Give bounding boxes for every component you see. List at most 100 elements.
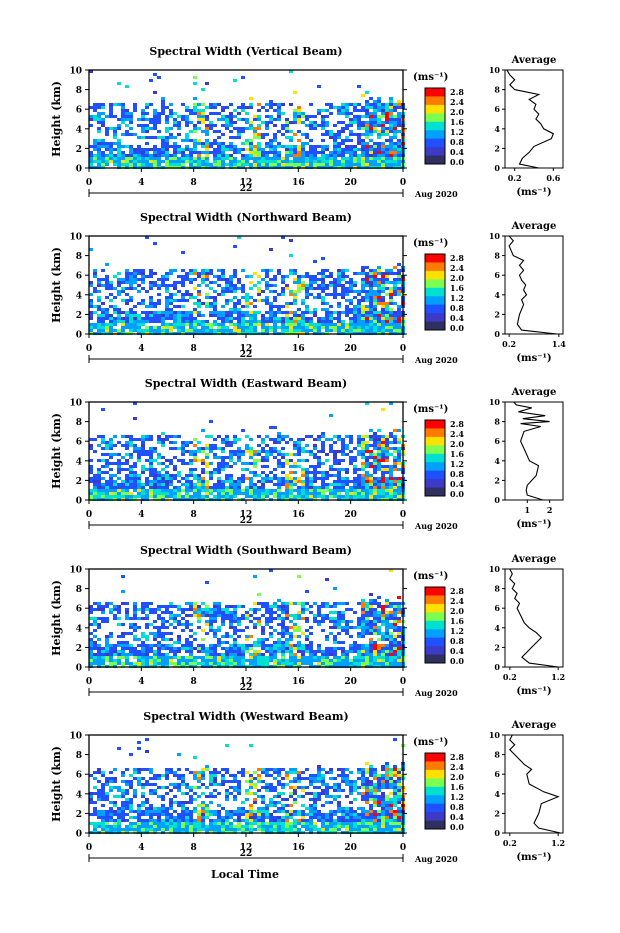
heatmap-cell	[369, 115, 373, 118]
heatmap-cell	[273, 136, 277, 139]
heatmap-cell	[149, 160, 153, 163]
heatmap-cell	[381, 109, 385, 112]
heatmap-cell	[105, 148, 109, 151]
heatmap-cell	[201, 269, 205, 272]
heatmap-cell	[281, 644, 285, 647]
heatmap-cell	[373, 112, 377, 115]
heatmap-cell	[121, 121, 125, 124]
heatmap-cell	[181, 139, 185, 142]
x-tick-label: 0	[400, 344, 406, 354]
heatmap-cell	[245, 314, 249, 317]
heatmap-cell	[269, 248, 273, 251]
x-tick-label: 16	[292, 510, 305, 520]
heatmap-cell	[245, 450, 249, 453]
heatmap-cell	[305, 617, 309, 620]
heatmap-cell	[377, 450, 381, 453]
heatmap-cell	[385, 468, 389, 471]
heatmap-cell	[317, 659, 321, 662]
heatmap-cell	[153, 305, 157, 308]
heatmap-cell	[377, 97, 381, 100]
panel-2: Spectral Width (Eastward Beam)Height (km…	[50, 377, 563, 531]
heatmap-cell	[153, 284, 157, 287]
heatmap-cell	[113, 311, 117, 314]
heatmap-cell	[237, 323, 241, 326]
heatmap-cell	[333, 139, 337, 142]
heatmap-cell	[301, 489, 305, 492]
heatmap-cell	[161, 468, 165, 471]
heatmap-cell	[105, 278, 109, 281]
heatmap-cell	[101, 314, 105, 317]
avg-y-tick-label: 10	[489, 397, 501, 407]
heatmap-cell	[253, 148, 257, 151]
heatmap-cell	[357, 617, 361, 620]
heatmap-cell	[313, 447, 317, 450]
heatmap-cell	[93, 489, 97, 492]
heatmap-cell	[153, 620, 157, 623]
heatmap-cell	[189, 602, 193, 605]
heatmap-cell	[321, 326, 325, 329]
heatmap-cell	[157, 438, 161, 441]
heatmap-cell	[145, 608, 149, 611]
colorbar-tick-label: 0.8	[450, 636, 464, 646]
heatmap-cell	[221, 620, 225, 623]
heatmap-cell	[257, 118, 261, 121]
heatmap-cell	[309, 163, 313, 166]
heatmap-cell	[153, 112, 157, 115]
heatmap-cell	[189, 647, 193, 650]
heatmap-cell	[169, 459, 173, 462]
heatmap-cell	[377, 659, 381, 662]
heatmap-cell	[165, 495, 169, 498]
heatmap-cell	[229, 644, 233, 647]
heatmap-cell	[205, 614, 209, 617]
heatmap-cell	[101, 647, 105, 650]
y-tick-label: 10	[69, 566, 82, 576]
colorbar-tick-label: 0.0	[450, 489, 464, 499]
heatmap-cell	[161, 142, 165, 145]
heatmap-cell	[129, 160, 133, 163]
heatmap-cell	[269, 151, 273, 154]
heatmap-cell	[233, 492, 237, 495]
heatmap-cell	[205, 444, 209, 447]
heatmap-cell	[301, 145, 305, 148]
heatmap-cell	[105, 263, 109, 266]
heatmap-cell	[193, 438, 197, 441]
heatmap-cell	[181, 323, 185, 326]
heatmap-cell	[341, 447, 345, 450]
heatmap-cell	[133, 314, 137, 317]
heatmap-cell	[193, 656, 197, 659]
heatmap-cell	[269, 614, 273, 617]
heatmap-cell	[125, 453, 129, 456]
heatmap-cell	[285, 477, 289, 480]
heatmap-cell	[117, 139, 121, 142]
heatmap-cell	[397, 112, 401, 115]
heatmap-cell	[349, 450, 353, 453]
heatmap-cell	[365, 462, 369, 465]
heatmap-cell	[201, 471, 205, 474]
heatmap-cell	[365, 145, 369, 148]
heatmap-cell	[109, 635, 113, 638]
heatmap-cell	[149, 287, 153, 290]
heatmap-cell	[361, 94, 365, 97]
heatmap-cell	[125, 441, 129, 444]
heatmap-cell	[197, 139, 201, 142]
heatmap-cell	[237, 456, 241, 459]
heatmap-cell	[261, 605, 265, 608]
heatmap-cell	[93, 653, 97, 656]
colorbar-units: (ms⁻¹)	[413, 72, 448, 83]
heatmap-cell	[285, 284, 289, 287]
heatmap-cell	[201, 163, 205, 166]
heatmap-cell	[277, 599, 281, 602]
heatmap-cell	[125, 474, 129, 477]
colorbar-tick-label: 0.0	[450, 157, 464, 167]
heatmap-cell	[257, 659, 261, 662]
heatmap-cell	[257, 293, 261, 296]
heatmap-cell	[109, 662, 113, 665]
heatmap-cell	[281, 653, 285, 656]
heatmap-cell	[149, 296, 153, 299]
heatmap-cell	[345, 281, 349, 284]
heatmap-cell	[125, 632, 129, 635]
heatmap-cell	[389, 320, 393, 323]
heatmap-cell	[269, 611, 273, 614]
heatmap-cell	[265, 329, 269, 332]
heatmap-cell	[229, 489, 233, 492]
